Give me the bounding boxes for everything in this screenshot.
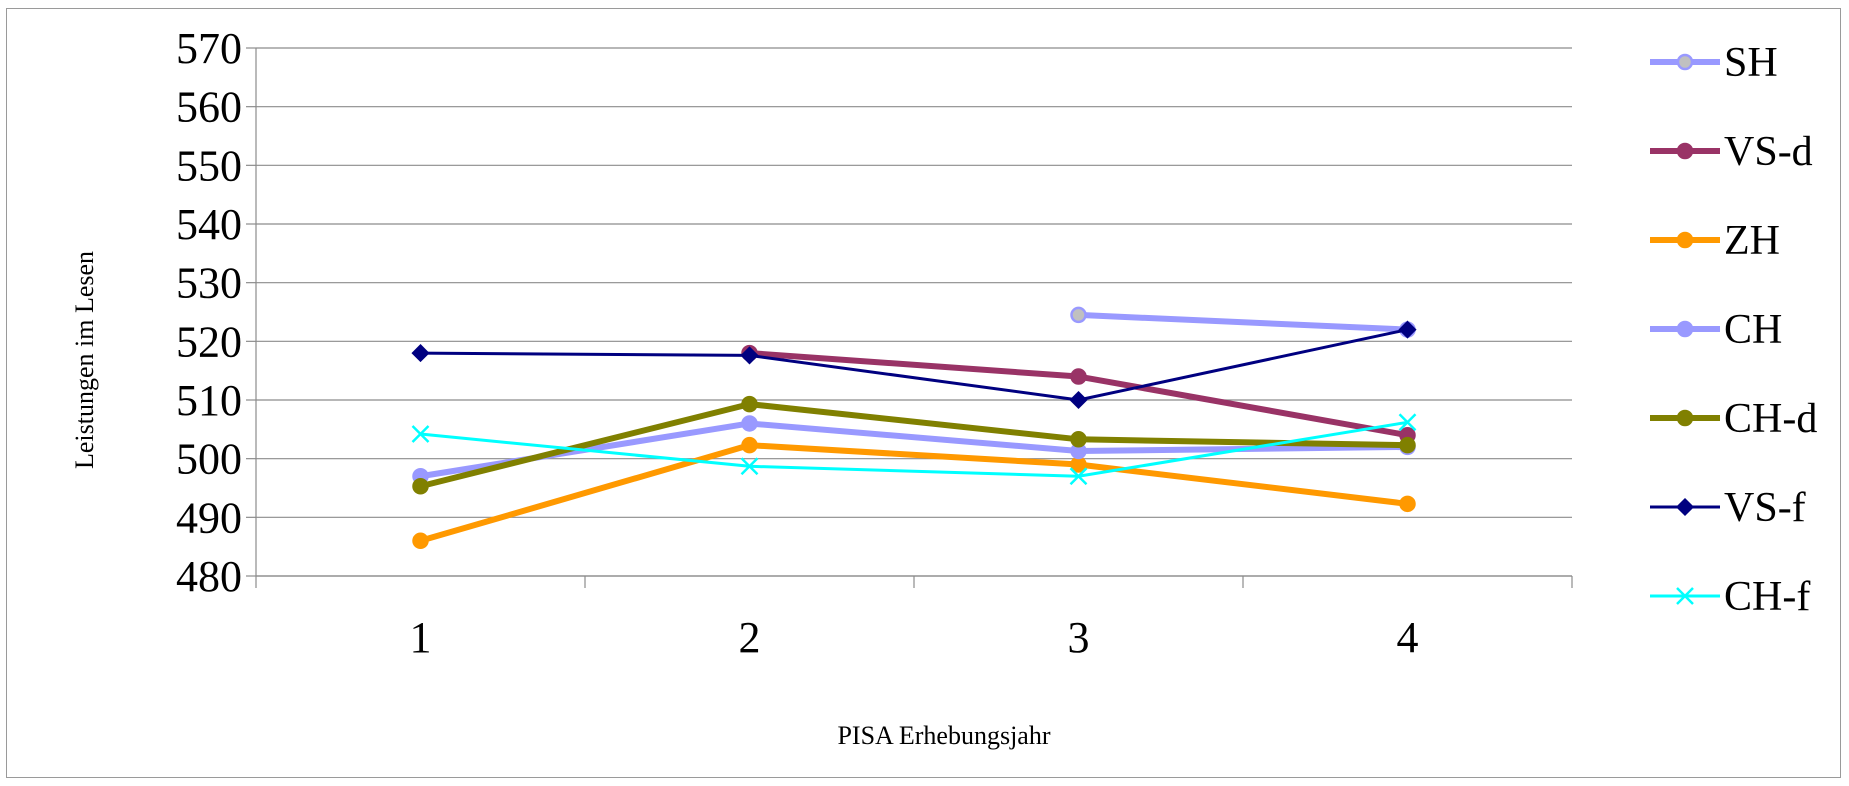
series-ch-f-point bbox=[1398, 413, 1417, 432]
x-axis-title: PISA Erhebungsjahr bbox=[837, 721, 1050, 750]
y-tick-label: 500 bbox=[176, 435, 242, 484]
series-sh bbox=[1070, 306, 1416, 338]
series-lines bbox=[411, 306, 1417, 550]
legend-item-sh-label: SH bbox=[1724, 40, 1778, 86]
legend-item-vs-d: VS-d bbox=[1650, 129, 1813, 175]
axes bbox=[246, 47, 1573, 588]
chart-frame bbox=[6, 8, 1841, 778]
y-tick-label: 570 bbox=[176, 24, 242, 73]
legend-item-sh-marker bbox=[1676, 53, 1694, 71]
legend-item-sh: SH bbox=[1650, 40, 1778, 86]
legend-item-ch-d-marker bbox=[1676, 409, 1694, 427]
series-zh-point bbox=[741, 436, 758, 454]
series-vs-f-point bbox=[411, 344, 430, 363]
legend-item-vs-f-marker bbox=[1675, 497, 1695, 517]
series-vs-f-point bbox=[1069, 390, 1088, 410]
series-ch-d-point bbox=[1070, 431, 1087, 448]
series-zh-point bbox=[412, 532, 429, 550]
series-ch-d bbox=[412, 395, 1416, 495]
series-zh-line bbox=[417, 442, 1411, 544]
legend-item-ch-d: CH-d bbox=[1650, 396, 1817, 442]
series-ch-d-line bbox=[417, 401, 1411, 490]
series-ch-f-point bbox=[411, 425, 430, 443]
series-ch-point bbox=[741, 415, 758, 432]
y-tick-label: 550 bbox=[176, 141, 242, 190]
legend-item-ch-f: CH-f bbox=[1650, 574, 1810, 620]
legend-item-vs-d-marker bbox=[1676, 142, 1694, 160]
series-ch-d-point bbox=[1399, 436, 1416, 454]
x-tick-label: 2 bbox=[739, 613, 761, 662]
series-sh-point bbox=[1070, 306, 1087, 324]
series-ch-f-point-stroke bbox=[1398, 413, 1417, 432]
grid-lines bbox=[256, 47, 1572, 577]
legend-item-ch-f-marker-stroke bbox=[1676, 587, 1694, 605]
legend-item-zh-label: ZH bbox=[1724, 218, 1780, 264]
series-ch-f-point-stroke bbox=[1069, 467, 1088, 486]
x-tick-label: 1 bbox=[410, 613, 432, 662]
y-axis-title: Leistungen im Lesen bbox=[70, 251, 99, 469]
series-vs-f-point bbox=[1398, 320, 1417, 339]
legend-item-ch-f-label: CH-f bbox=[1724, 574, 1810, 620]
legend-item-vs-d-label: VS-d bbox=[1724, 129, 1813, 175]
series-ch-f-point-stroke bbox=[740, 457, 759, 476]
y-tick-label: 530 bbox=[176, 259, 242, 308]
series-vs-d-point bbox=[1070, 368, 1087, 385]
legend-item-ch-f-marker bbox=[1676, 587, 1694, 605]
series-ch-d-point bbox=[741, 395, 758, 413]
legend-item-ch: CH bbox=[1650, 307, 1782, 353]
series-ch-f-line bbox=[419, 420, 1409, 478]
legend-item-ch-marker bbox=[1676, 320, 1694, 338]
legend-item-zh-marker bbox=[1676, 231, 1694, 249]
legend-item-ch-d-label: CH-d bbox=[1724, 396, 1817, 442]
legend-item-vs-f-label: VS-f bbox=[1724, 485, 1806, 531]
y-tick-label: 510 bbox=[176, 376, 242, 425]
y-tick-label: 540 bbox=[176, 200, 242, 249]
series-vs-f-point bbox=[740, 346, 759, 365]
series-zh-point bbox=[1070, 456, 1087, 473]
series-ch-f bbox=[411, 413, 1417, 486]
series-ch-f-point-stroke bbox=[411, 425, 430, 443]
y-tick-label: 560 bbox=[176, 83, 242, 132]
x-tick-label: 4 bbox=[1397, 613, 1419, 662]
legend: SH VS-d ZH CH CH-d VS-f CH-f bbox=[1650, 40, 1817, 620]
series-ch-f-point bbox=[1069, 467, 1088, 486]
legend-item-ch-label: CH bbox=[1724, 307, 1782, 353]
legend-item-vs-f: VS-f bbox=[1650, 485, 1806, 531]
series-vs-f-line bbox=[419, 328, 1409, 402]
series-ch-f-point bbox=[740, 457, 759, 476]
y-tick-label: 480 bbox=[176, 552, 242, 601]
series-zh bbox=[412, 436, 1416, 550]
x-tick-label: 3 bbox=[1068, 613, 1090, 662]
series-ch-d-point bbox=[412, 477, 429, 495]
y-tick-label: 490 bbox=[176, 493, 242, 542]
series-vs-f bbox=[411, 320, 1417, 410]
series-zh-point bbox=[1399, 495, 1416, 513]
y-tick-labels: 480 490 500 510 520 530 540 550 560 570 bbox=[176, 24, 242, 601]
y-tick-label: 520 bbox=[176, 317, 242, 366]
series-sh-line bbox=[1075, 311, 1411, 333]
x-tick-labels: 1 2 3 4 bbox=[410, 613, 1419, 662]
legend-item-zh: ZH bbox=[1650, 218, 1780, 264]
